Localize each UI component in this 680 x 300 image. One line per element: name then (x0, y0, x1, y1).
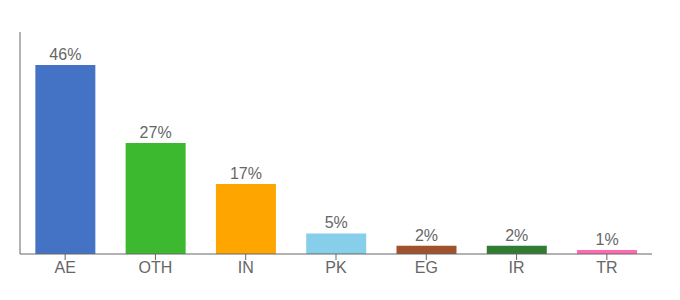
svg-text:TR: TR (596, 259, 617, 276)
svg-text:27%: 27% (140, 124, 172, 141)
svg-text:PK: PK (325, 259, 347, 276)
svg-text:46%: 46% (49, 46, 81, 63)
svg-text:17%: 17% (230, 165, 262, 182)
svg-text:OTH: OTH (139, 259, 173, 276)
svg-text:IN: IN (238, 259, 254, 276)
svg-text:5%: 5% (325, 214, 348, 231)
svg-text:IR: IR (509, 259, 525, 276)
svg-text:EG: EG (415, 259, 438, 276)
svg-text:2%: 2% (415, 227, 438, 244)
svg-text:1%: 1% (596, 231, 619, 248)
svg-text:2%: 2% (505, 227, 528, 244)
svg-text:AE: AE (54, 259, 75, 276)
